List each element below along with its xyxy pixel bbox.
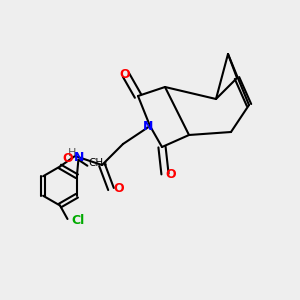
Text: O: O <box>63 152 73 165</box>
Text: CH₃: CH₃ <box>88 158 107 168</box>
Text: N: N <box>74 151 85 164</box>
Text: N: N <box>142 119 153 133</box>
Text: H: H <box>68 148 76 158</box>
Text: Cl: Cl <box>71 214 85 227</box>
Text: O: O <box>166 167 176 181</box>
Text: O: O <box>113 182 124 196</box>
Text: O: O <box>119 68 130 82</box>
